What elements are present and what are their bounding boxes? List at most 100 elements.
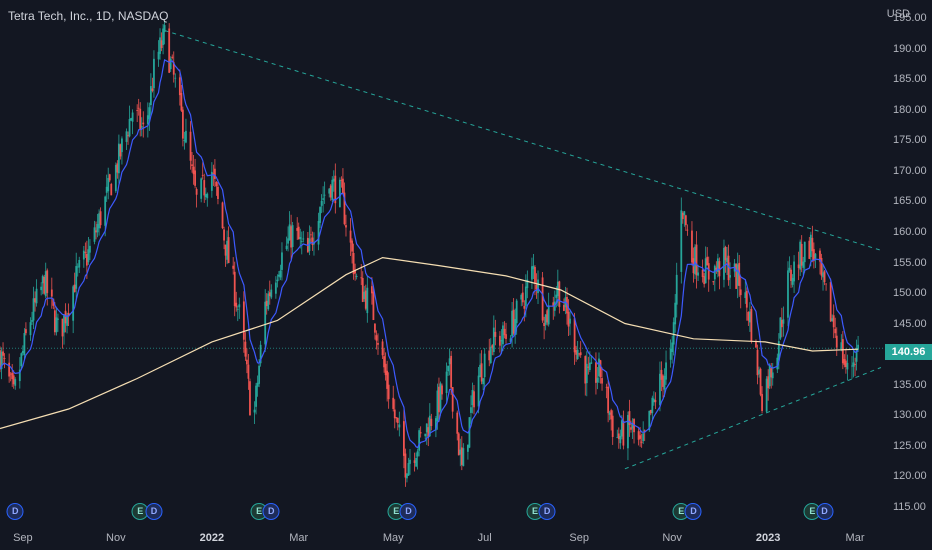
candle-body: [61, 318, 64, 337]
candle-body: [108, 174, 111, 181]
y-tick-label: 135.00: [893, 378, 927, 391]
candle-body: [233, 271, 236, 307]
candle-body: [756, 349, 759, 376]
candle-body: [509, 338, 512, 342]
candle-body: [611, 415, 614, 437]
candle-body: [652, 398, 655, 403]
candle-body: [354, 269, 357, 274]
candle-body: [471, 390, 474, 406]
candle-body: [386, 370, 389, 389]
candle-body: [578, 353, 581, 355]
candle-body: [291, 225, 294, 248]
candle-body: [276, 279, 279, 282]
candle-body: [494, 331, 497, 337]
candle-body: [745, 290, 748, 308]
candle-body: [246, 359, 248, 365]
candle-body: [375, 335, 378, 341]
candle-body: [595, 362, 597, 383]
candle-body: [40, 286, 43, 291]
candle-body: [340, 179, 343, 181]
candle-body: [174, 77, 177, 79]
candle-body: [515, 300, 518, 324]
dividend-marker[interactable]: D: [684, 503, 702, 520]
candle-body: [46, 270, 49, 294]
candle-body: [290, 226, 293, 248]
x-tick-label: Sep: [13, 532, 33, 544]
candle-body: [398, 424, 401, 428]
candle-body: [514, 318, 517, 335]
candle-body: [748, 311, 751, 323]
candle-body: [470, 407, 472, 413]
last-price-tag: 140.96: [885, 344, 932, 360]
candle-body: [212, 172, 215, 174]
candle-body: [695, 244, 698, 276]
candle-body: [462, 448, 465, 467]
candle-body: [808, 240, 811, 259]
candle-body: [424, 433, 427, 437]
dividend-marker[interactable]: D: [399, 503, 417, 520]
candle-body: [72, 286, 75, 321]
candle-body: [610, 410, 613, 420]
candle-body: [255, 385, 257, 407]
candle-body: [555, 294, 558, 298]
candle-body: [169, 58, 172, 70]
candle-body: [488, 350, 491, 361]
candle-body: [361, 278, 364, 302]
candle-body: [683, 211, 686, 216]
candle-body: [78, 259, 81, 268]
dividend-marker[interactable]: D: [262, 503, 280, 520]
candle-body: [98, 213, 100, 229]
candle-body: [31, 320, 33, 322]
candle-body: [780, 319, 783, 328]
dividend-marker[interactable]: D: [6, 503, 24, 520]
candle-body: [787, 270, 789, 318]
candle-body: [846, 362, 849, 370]
candle-body: [268, 292, 271, 297]
dividend-marker[interactable]: D: [816, 503, 834, 520]
candle-body: [537, 279, 539, 294]
candle-body: [811, 237, 814, 252]
candle-body: [319, 207, 321, 223]
candle-body: [800, 243, 803, 266]
candle-body: [200, 178, 203, 199]
candle-body: [107, 177, 110, 192]
candle-body: [338, 179, 341, 208]
candle-body: [171, 56, 174, 58]
candle-body: [406, 474, 408, 479]
candle-body: [793, 261, 795, 282]
candle-body: [185, 130, 187, 143]
y-tick-label: 150.00: [893, 287, 927, 300]
candle-body: [119, 144, 122, 157]
dividend-marker[interactable]: D: [538, 503, 556, 520]
candle-body: [96, 223, 99, 233]
candle-body: [11, 372, 14, 380]
candle-body: [210, 171, 213, 191]
candle-body: [153, 58, 155, 89]
candle-body: [236, 308, 239, 310]
candle-body: [628, 411, 631, 426]
candle-body: [483, 353, 486, 378]
y-tick-label: 190.00: [893, 42, 927, 55]
candle-body: [532, 265, 535, 270]
candle-body: [576, 349, 579, 360]
candle-body: [395, 417, 398, 419]
candle-body: [392, 397, 395, 409]
candle-body: [520, 294, 523, 300]
candle-body: [35, 288, 38, 304]
y-tick-label: 155.00: [893, 256, 927, 269]
candle-body: [127, 135, 129, 137]
candle-body: [851, 365, 853, 367]
candle-body: [590, 362, 593, 364]
candle-body: [596, 377, 599, 383]
y-tick-label: 195.00: [893, 12, 927, 25]
candle-body: [384, 363, 387, 376]
candle-body: [142, 122, 145, 125]
candle-body: [526, 279, 529, 289]
candle-body: [729, 275, 731, 278]
candle-body: [791, 278, 794, 285]
candle-body: [703, 276, 706, 285]
candle-body: [553, 301, 556, 311]
candle-body: [256, 382, 259, 387]
dividend-marker[interactable]: D: [145, 503, 163, 520]
